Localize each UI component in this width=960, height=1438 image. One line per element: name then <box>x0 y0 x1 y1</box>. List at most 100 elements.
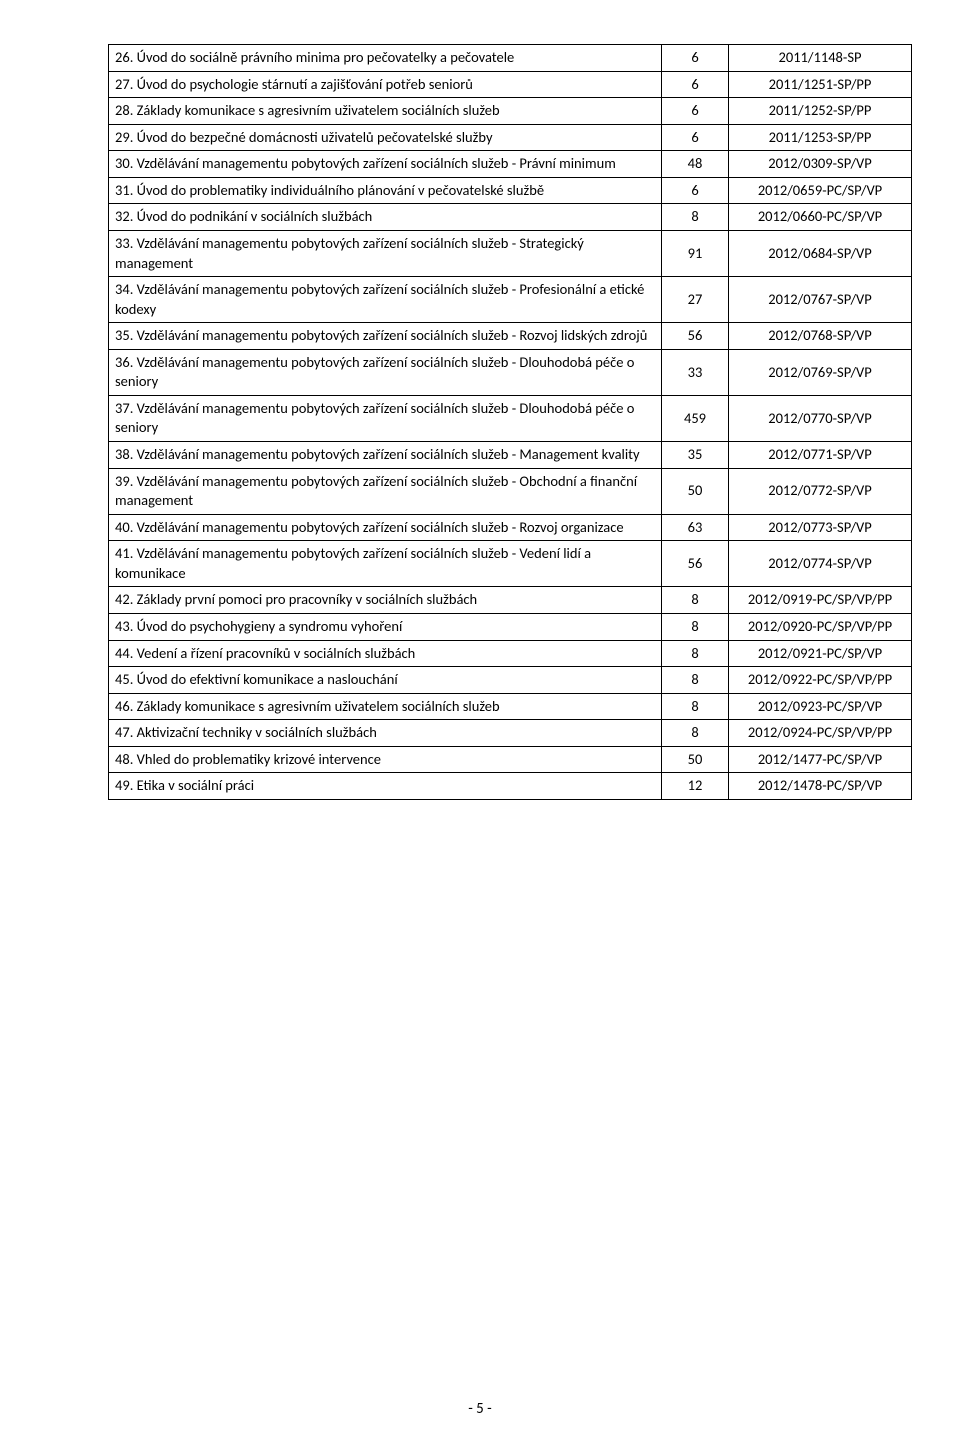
course-code: 2012/0923-PC/SP/VP <box>729 693 912 720</box>
course-hours: 6 <box>662 98 729 125</box>
course-code: 2011/1148-SP <box>729 45 912 72</box>
course-description: 40. Vzdělávání managementu pobytových za… <box>109 514 662 541</box>
table-row: 26. Úvod do sociálně právního minima pro… <box>109 45 912 72</box>
page-number: - 5 - <box>468 1400 492 1418</box>
table-row: 44. Vedení a řízení pracovníků v sociáln… <box>109 640 912 667</box>
table-row: 45. Úvod do efektivní komunikace a naslo… <box>109 667 912 694</box>
course-code: 2012/1478-PC/SP/VP <box>729 773 912 800</box>
course-code: 2011/1253-SP/PP <box>729 124 912 151</box>
course-description: 48. Vhled do problematiky krizové interv… <box>109 746 662 773</box>
table-row: 48. Vhled do problematiky krizové interv… <box>109 746 912 773</box>
course-code: 2012/0919-PC/SP/VP/PP <box>729 587 912 614</box>
course-code: 2011/1252-SP/PP <box>729 98 912 125</box>
table-row: 39. Vzdělávání managementu pobytových za… <box>109 468 912 514</box>
course-code: 2012/1477-PC/SP/VP <box>729 746 912 773</box>
course-code: 2012/0921-PC/SP/VP <box>729 640 912 667</box>
page-footer: - 5 - <box>0 1400 960 1418</box>
course-description: 26. Úvod do sociálně právního minima pro… <box>109 45 662 72</box>
course-hours: 8 <box>662 613 729 640</box>
course-code: 2012/0660-PC/SP/VP <box>729 204 912 231</box>
course-code: 2011/1251-SP/PP <box>729 71 912 98</box>
course-description: 31. Úvod do problematiky individuálního … <box>109 177 662 204</box>
course-code: 2012/0922-PC/SP/VP/PP <box>729 667 912 694</box>
course-code: 2012/0920-PC/SP/VP/PP <box>729 613 912 640</box>
course-hours: 8 <box>662 640 729 667</box>
course-hours: 50 <box>662 746 729 773</box>
table-row: 42. Základy první pomoci pro pracovníky … <box>109 587 912 614</box>
course-code: 2012/0659-PC/SP/VP <box>729 177 912 204</box>
course-description: 32. Úvod do podnikání v sociálních služb… <box>109 204 662 231</box>
course-code: 2012/0772-SP/VP <box>729 468 912 514</box>
table-row: 33. Vzdělávání managementu pobytových za… <box>109 230 912 276</box>
course-description: 43. Úvod do psychohygieny a syndromu vyh… <box>109 613 662 640</box>
course-code: 2012/0924-PC/SP/VP/PP <box>729 720 912 747</box>
table-row: 37. Vzdělávání managementu pobytových za… <box>109 395 912 441</box>
course-code: 2012/0684-SP/VP <box>729 230 912 276</box>
table-row: 40. Vzdělávání managementu pobytových za… <box>109 514 912 541</box>
course-description: 30. Vzdělávání managementu pobytových za… <box>109 151 662 178</box>
course-hours: 50 <box>662 468 729 514</box>
course-code: 2012/0770-SP/VP <box>729 395 912 441</box>
table-row: 36. Vzdělávání managementu pobytových za… <box>109 349 912 395</box>
table-row: 34. Vzdělávání managementu pobytových za… <box>109 277 912 323</box>
table-row: 46. Základy komunikace s agresivním uživ… <box>109 693 912 720</box>
course-hours: 12 <box>662 773 729 800</box>
course-description: 36. Vzdělávání managementu pobytových za… <box>109 349 662 395</box>
table-row: 32. Úvod do podnikání v sociálních služb… <box>109 204 912 231</box>
table-row: 30. Vzdělávání managementu pobytových za… <box>109 151 912 178</box>
table-row: 49. Etika v sociální práci122012/1478-PC… <box>109 773 912 800</box>
course-description: 29. Úvod do bezpečné domácnosti uživatel… <box>109 124 662 151</box>
course-code: 2012/0773-SP/VP <box>729 514 912 541</box>
course-hours: 6 <box>662 45 729 72</box>
course-description: 39. Vzdělávání managementu pobytových za… <box>109 468 662 514</box>
course-code: 2012/0771-SP/VP <box>729 442 912 469</box>
table-row: 31. Úvod do problematiky individuálního … <box>109 177 912 204</box>
course-description: 37. Vzdělávání managementu pobytových za… <box>109 395 662 441</box>
course-hours: 8 <box>662 693 729 720</box>
course-code: 2012/0774-SP/VP <box>729 541 912 587</box>
course-hours: 6 <box>662 71 729 98</box>
course-description: 35. Vzdělávání managementu pobytových za… <box>109 323 662 350</box>
table-row: 38. Vzdělávání managementu pobytových za… <box>109 442 912 469</box>
course-hours: 8 <box>662 720 729 747</box>
course-description: 38. Vzdělávání managementu pobytových za… <box>109 442 662 469</box>
course-code: 2012/0309-SP/VP <box>729 151 912 178</box>
course-hours: 459 <box>662 395 729 441</box>
course-description: 42. Základy první pomoci pro pracovníky … <box>109 587 662 614</box>
table-row: 47. Aktivizační techniky v sociálních sl… <box>109 720 912 747</box>
course-hours: 56 <box>662 541 729 587</box>
courses-table: 26. Úvod do sociálně právního minima pro… <box>108 44 912 800</box>
course-description: 46. Základy komunikace s agresivním uživ… <box>109 693 662 720</box>
course-description: 45. Úvod do efektivní komunikace a naslo… <box>109 667 662 694</box>
course-hours: 56 <box>662 323 729 350</box>
course-hours: 35 <box>662 442 729 469</box>
table-row: 41. Vzdělávání managementu pobytových za… <box>109 541 912 587</box>
course-hours: 6 <box>662 177 729 204</box>
course-hours: 8 <box>662 667 729 694</box>
course-description: 47. Aktivizační techniky v sociálních sl… <box>109 720 662 747</box>
course-code: 2012/0768-SP/VP <box>729 323 912 350</box>
course-description: 41. Vzdělávání managementu pobytových za… <box>109 541 662 587</box>
course-hours: 6 <box>662 124 729 151</box>
table-row: 35. Vzdělávání managementu pobytových za… <box>109 323 912 350</box>
table-row: 29. Úvod do bezpečné domácnosti uživatel… <box>109 124 912 151</box>
course-hours: 48 <box>662 151 729 178</box>
course-hours: 91 <box>662 230 729 276</box>
course-description: 33. Vzdělávání managementu pobytových za… <box>109 230 662 276</box>
course-description: 44. Vedení a řízení pracovníků v sociáln… <box>109 640 662 667</box>
course-description: 27. Úvod do psychologie stárnutí a zajiš… <box>109 71 662 98</box>
course-description: 28. Základy komunikace s agresivním uživ… <box>109 98 662 125</box>
course-hours: 8 <box>662 587 729 614</box>
course-hours: 27 <box>662 277 729 323</box>
page: 26. Úvod do sociálně právního minima pro… <box>0 0 960 1438</box>
course-hours: 63 <box>662 514 729 541</box>
course-hours: 33 <box>662 349 729 395</box>
course-code: 2012/0769-SP/VP <box>729 349 912 395</box>
table-row: 43. Úvod do psychohygieny a syndromu vyh… <box>109 613 912 640</box>
course-description: 49. Etika v sociální práci <box>109 773 662 800</box>
course-code: 2012/0767-SP/VP <box>729 277 912 323</box>
course-hours: 8 <box>662 204 729 231</box>
course-description: 34. Vzdělávání managementu pobytových za… <box>109 277 662 323</box>
table-row: 28. Základy komunikace s agresivním uživ… <box>109 98 912 125</box>
table-row: 27. Úvod do psychologie stárnutí a zajiš… <box>109 71 912 98</box>
